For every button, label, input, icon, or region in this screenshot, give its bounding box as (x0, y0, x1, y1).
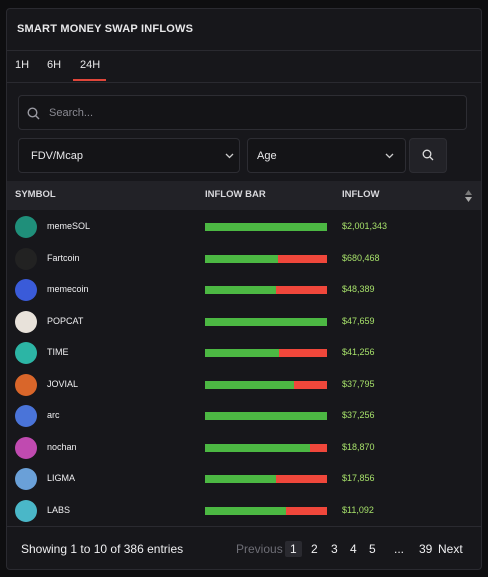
inflow: $47,659 (342, 315, 375, 326)
divider (7, 82, 481, 83)
search-button[interactable] (409, 138, 447, 173)
symbol: memecoin (47, 284, 89, 294)
tab[interactable]: 1H (15, 59, 30, 71)
symbol: LABS (47, 504, 71, 515)
sort-icon[interactable] (465, 190, 472, 202)
inflow: $48,389 (342, 284, 375, 294)
symbol: memeSOL (47, 221, 91, 231)
symbol: POPCAT (47, 315, 84, 326)
token-icon (15, 247, 37, 270)
inflow: $41,256 (342, 347, 375, 357)
tab-underline (73, 79, 106, 81)
search-icon (422, 149, 434, 161)
inflow-bar-buy (205, 443, 310, 452)
page-link[interactable]: 2 (311, 542, 318, 556)
page-link[interactable]: 4 (350, 542, 357, 556)
chevron (385, 153, 394, 159)
inflow: $2,001,343 (342, 221, 388, 231)
filter-dropdown[interactable]: Age (247, 138, 406, 173)
table-header (7, 181, 481, 210)
filter-label: Age (257, 150, 277, 162)
symbol: LIGMA (47, 473, 76, 483)
inflow-bar-buy (205, 349, 280, 357)
symbol: Fartcoin (47, 252, 80, 263)
page-link[interactable]: Next (438, 542, 463, 556)
token-icon (15, 373, 37, 396)
column-header: INFLOW (342, 189, 380, 200)
token-icon (15, 279, 37, 301)
panel: SMART MONEY SWAP INFLOWS Search... FDV/M… (6, 8, 482, 570)
divider (7, 50, 481, 51)
column-header: SYMBOL (15, 189, 56, 200)
symbol: nochan (47, 441, 77, 452)
tab[interactable]: 6H (47, 59, 62, 71)
search-placeholder: Search... (49, 107, 94, 119)
inflow-bar-buy (205, 317, 327, 326)
inflow-bar-buy (205, 286, 276, 294)
filter-label: FDV/Mcap (31, 150, 83, 162)
entries-summary: Showing 1 to 10 of 386 entries (21, 542, 184, 556)
title: SMART MONEY SWAP INFLOWS (17, 23, 194, 35)
filter-dropdown[interactable]: FDV/Mcap (18, 138, 240, 173)
inflow: $18,870 (342, 441, 375, 452)
inflow: $11,092 (342, 504, 374, 515)
token-icon (15, 468, 37, 490)
inflow-bar-buy (205, 254, 279, 263)
chevron (225, 153, 234, 159)
symbol: JOVIAL (47, 378, 79, 389)
tab[interactable]: 24H (80, 59, 101, 71)
token-icon (15, 405, 37, 427)
page-link[interactable]: Previous (236, 542, 283, 556)
page-link[interactable]: 1 (285, 541, 302, 557)
token-icon (15, 216, 37, 238)
page-link[interactable]: 5 (369, 542, 376, 556)
inflow-bar-buy (205, 475, 276, 483)
inflow: $680,468 (342, 252, 380, 263)
inflow-bar-buy (205, 380, 295, 389)
divider (7, 526, 481, 527)
symbol: TIME (47, 347, 69, 357)
inflow: $17,856 (342, 473, 375, 483)
page-link[interactable]: 39 (419, 542, 433, 556)
token-icon (15, 436, 37, 459)
inflow-bar-buy (205, 412, 327, 420)
inflow: $37,256 (342, 410, 375, 420)
page-link[interactable]: 3 (331, 542, 338, 556)
search-icon (27, 107, 40, 120)
inflow: $37,795 (342, 378, 375, 389)
inflow-bar-buy (205, 223, 327, 231)
token-icon (15, 342, 37, 364)
token-icon (15, 310, 37, 333)
symbol: arc (47, 410, 60, 420)
page-link[interactable]: ... (394, 542, 405, 556)
inflow-bar-buy (205, 506, 286, 515)
column-header: INFLOW BAR (205, 189, 266, 200)
search-box[interactable]: Search... (18, 95, 467, 130)
token-icon (15, 499, 37, 522)
